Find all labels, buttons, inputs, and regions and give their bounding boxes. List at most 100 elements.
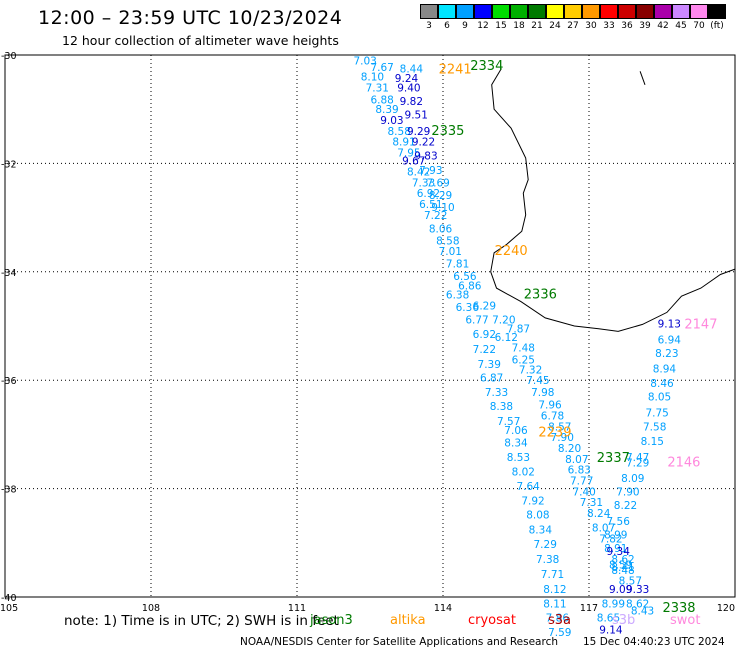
lat-tick-label: -32 [1, 159, 17, 170]
wave-height-value: 9.10 [431, 202, 454, 214]
wave-height-value: 8.62 [626, 599, 649, 611]
wave-height-value: 7.90 [551, 432, 574, 444]
color-swatch [510, 4, 528, 19]
color-swatch [636, 4, 654, 19]
wave-height-value: 6.83 [568, 465, 591, 477]
wave-height-value: 6.94 [658, 335, 682, 347]
wave-height-value: 7.29 [534, 539, 557, 551]
lon-tick-label: 108 [142, 603, 160, 614]
wave-height-value: 7.56 [607, 516, 631, 528]
color-swatch [582, 4, 600, 19]
wave-height-value: 7.75 [645, 408, 668, 420]
lat-tick-label: -36 [1, 376, 17, 387]
track-time-label: 2147 [684, 317, 717, 332]
color-swatch-label: 30 [585, 21, 597, 31]
wave-height-value: 6.12 [495, 332, 518, 344]
color-swatch-label: 39 [639, 21, 651, 31]
wave-height-value: 6.87 [480, 372, 503, 384]
color-swatch [600, 4, 618, 19]
wave-height-value: 6.78 [541, 410, 564, 422]
lat-tick-label: -38 [1, 485, 17, 496]
satellite-legend-s3b: s3b [612, 613, 636, 628]
wave-height-value: 6.88 [370, 94, 393, 106]
satellite-legend-s3a: s3a [548, 613, 572, 628]
track-time-label: 2336 [524, 287, 557, 302]
lat-tick-label: -40 [1, 593, 17, 604]
wave-height-value: 7.03 [353, 55, 376, 67]
color-swatch-label: 6 [444, 21, 450, 31]
footer-credit: NOAA/NESDIS Center for Satellite Applica… [240, 636, 558, 648]
wave-height-value: 8.58 [388, 126, 411, 138]
wave-height-value: 7.81 [446, 259, 469, 271]
wave-height-value: 8.15 [641, 436, 664, 448]
wave-height-value: 7.96 [538, 400, 562, 412]
wave-height-value: 8.12 [543, 584, 566, 596]
wave-height-value: 8.48 [611, 565, 634, 577]
color-swatch [708, 4, 726, 19]
track-time-label: 2335 [431, 124, 464, 139]
color-swatch-label: 42 [657, 21, 669, 31]
lat-tick-label: -34 [1, 268, 17, 279]
wave-height-value: 8.91 [604, 543, 627, 555]
color-swatch-label: 27 [567, 21, 579, 31]
lon-tick-label: 105 [0, 603, 18, 614]
wave-height-value: 9.14 [599, 625, 623, 637]
wave-height-value: 9.29 [407, 126, 430, 138]
wave-height-value: 6.29 [473, 300, 496, 312]
wave-height-value: 6.56 [453, 271, 477, 283]
wave-height-value: 8.07 [565, 454, 588, 466]
color-swatch [420, 4, 438, 19]
wave-height-value: 8.34 [529, 524, 553, 536]
wave-height-value: 6.77 [465, 314, 488, 326]
wave-height-value: 8.02 [512, 466, 535, 478]
color-swatch-label: 45 [675, 21, 687, 31]
lon-tick-label: 111 [288, 603, 306, 614]
coastline [490, 68, 736, 332]
color-swatch-label: 3 [426, 21, 432, 31]
color-swatch [438, 4, 456, 19]
wave-height-value: 9.67 [402, 156, 425, 168]
wave-height-value: 6.51 [419, 199, 442, 211]
wave-height-value: 8.94 [653, 363, 677, 375]
wave-height-value: 8.29 [429, 190, 452, 202]
wave-height-value: 7.48 [512, 343, 535, 355]
wave-height-value: 8.57 [548, 421, 571, 433]
wave-height-value: 8.99 [604, 530, 627, 542]
color-swatch-label: 24 [549, 21, 561, 31]
wave-height-value: 8.41 [611, 562, 634, 574]
wave-height-value: 7.59 [548, 627, 571, 639]
wave-height-value: 6.92 [417, 188, 440, 200]
color-swatch-label: 12 [477, 21, 489, 31]
wave-height-value: 6.25 [512, 355, 535, 367]
color-swatch-label: 33 [603, 21, 615, 31]
wave-height-value: 7.38 [536, 554, 559, 566]
color-swatch-label: 9 [462, 21, 468, 31]
wave-height-value: 9.51 [405, 110, 428, 122]
wave-height-value: 8.58 [436, 235, 459, 247]
wave-height-value: 9.82 [400, 96, 423, 108]
wave-height-value: 7.64 [516, 481, 540, 493]
color-swatch [456, 4, 474, 19]
wave-height-value: 9.40 [397, 83, 420, 95]
wave-height-value: 6.38 [446, 290, 469, 302]
wave-height-value: 7.95 [397, 148, 420, 160]
wave-height-value: 7.58 [643, 421, 666, 433]
track-time-label: 2240 [495, 244, 528, 259]
color-swatch [654, 4, 672, 19]
wave-height-value: 8.10 [361, 72, 384, 84]
wave-height-value: 7.82 [599, 533, 622, 545]
track-time-label: 2241 [439, 63, 472, 78]
wave-height-value: 8.23 [655, 348, 678, 360]
wave-height-value: 8.46 [650, 378, 674, 390]
wave-height-value: 8.53 [507, 452, 530, 464]
wave-height-value: 8.20 [558, 443, 581, 455]
wave-height-value: 7.33 [485, 387, 508, 399]
wave-height-value: 8.59 [609, 559, 632, 571]
wave-height-value: 9.09 [609, 584, 632, 596]
wave-height-value: 9.83 [414, 150, 437, 162]
lat-tick-label: -30 [1, 51, 17, 62]
map-title: 12:00 – 23:59 UTC 10/23/2024 [38, 7, 343, 29]
wave-height-value: 7.31 [580, 497, 603, 509]
wave-height-value: 8.44 [400, 64, 424, 76]
wave-height-value: 8.05 [648, 391, 671, 403]
